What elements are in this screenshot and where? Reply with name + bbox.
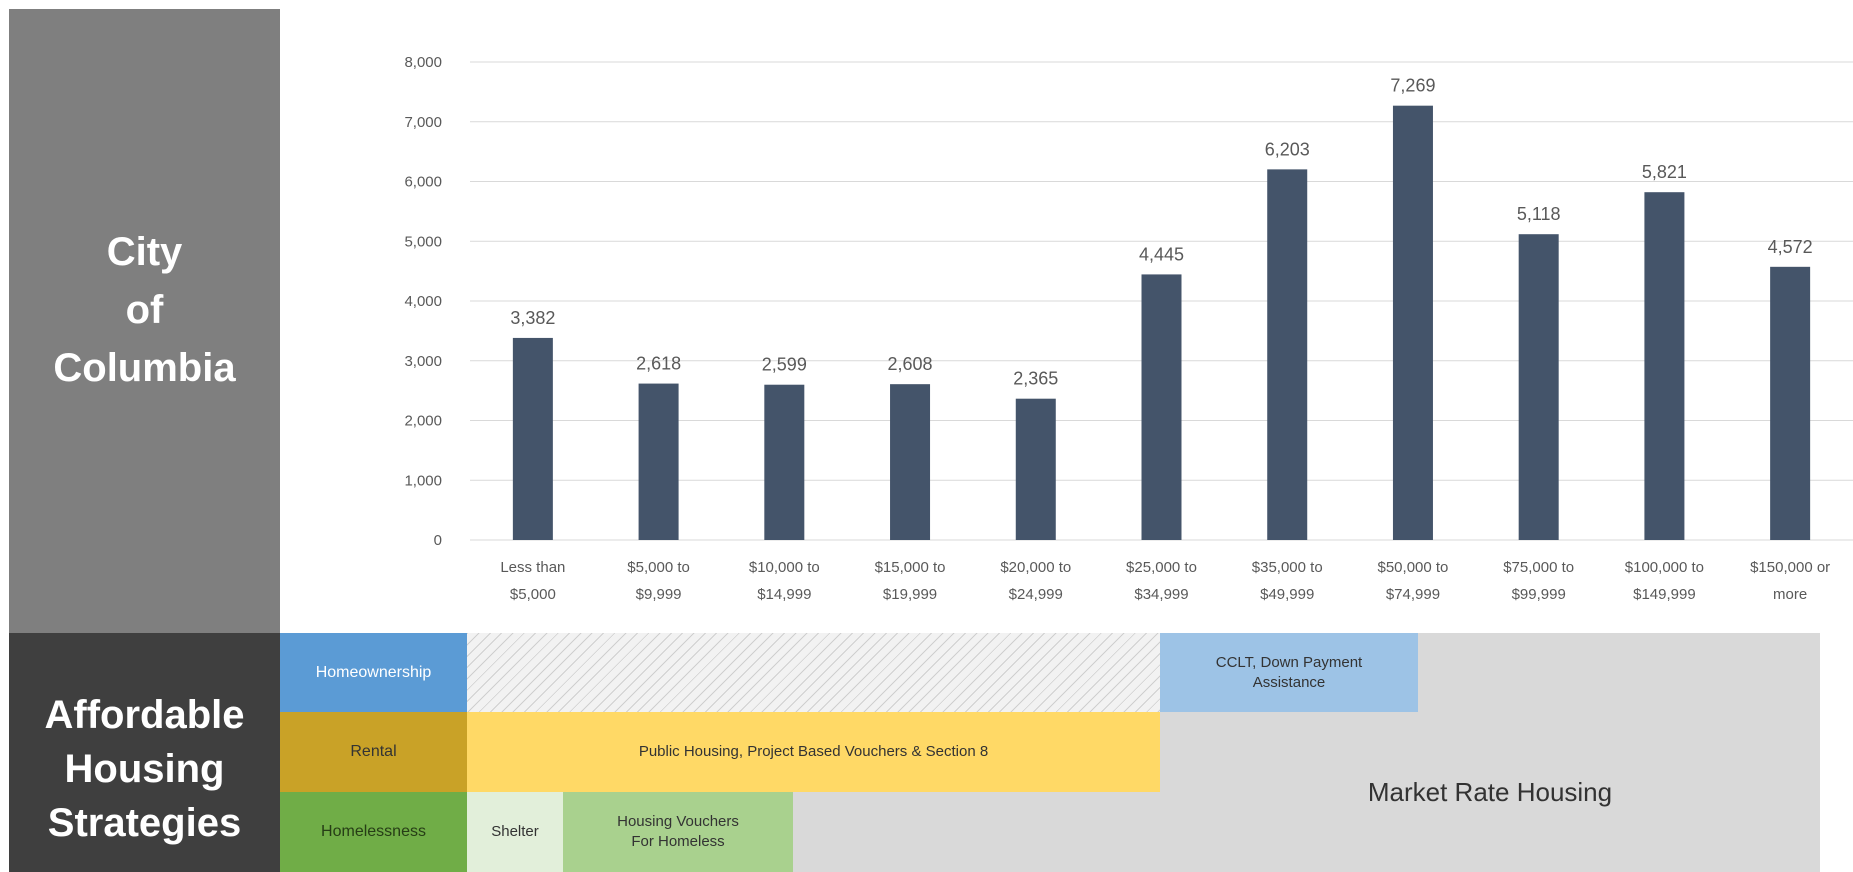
public-housing-cell: Public Housing, Project Based Vouchers &… [467, 712, 1160, 792]
bar [638, 383, 679, 540]
data-label: 5,821 [1642, 162, 1687, 182]
market-rate-area-bottom [793, 792, 1160, 872]
data-label: 2,608 [888, 354, 933, 374]
bar [1518, 234, 1559, 540]
shelter-cell: Shelter [467, 792, 563, 872]
bar [1392, 105, 1433, 541]
x-tick-label: $25,000 to $34,999 [1126, 559, 1197, 603]
data-label: 2,599 [762, 355, 807, 375]
homeownership-hatched-area [467, 633, 1160, 712]
homelessness-label: Homelessness [280, 792, 467, 872]
cclt-down-payment-cell: CCLT, Down Payment Assistance [1160, 633, 1418, 712]
rental-label: Rental [280, 712, 467, 792]
x-tick-label: $150,000 or more [1750, 559, 1830, 603]
bar [512, 337, 553, 540]
data-label: 4,445 [1139, 244, 1184, 264]
bar [1644, 192, 1685, 540]
x-tick-label: $75,000 to $99,999 [1503, 559, 1574, 603]
housing-vouchers-cell: Housing Vouchers For Homeless [563, 792, 793, 872]
x-tick-label: $20,000 to $24,999 [1000, 559, 1071, 603]
y-tick-label: 7,000 [404, 114, 442, 131]
city-title: City of Columbia [53, 230, 236, 390]
x-axis-tick-labels: Less than $5,000 $5,000 to $9,999 $10,000 to… [500, 559, 1830, 603]
bar [890, 384, 931, 540]
data-label: 5,118 [1517, 204, 1561, 224]
data-label: 2,618 [636, 354, 681, 374]
y-axis-tick-labels: 0 1,000 2,000 3,000 4,000 5,000 6,000 7,000 8,00… [404, 54, 442, 549]
market-rate-area-top [1418, 633, 1820, 712]
homeownership-label: Homeownership [280, 633, 467, 712]
bar [1267, 169, 1308, 541]
y-tick-label: 6,000 [404, 174, 442, 191]
bar [1015, 398, 1056, 540]
y-tick-label: 3,000 [404, 353, 442, 370]
data-label: 7,269 [1390, 76, 1435, 96]
market-rate-housing: Market Rate Housing [1160, 712, 1820, 872]
data-label: 3,382 [510, 308, 555, 328]
bars [512, 105, 1811, 541]
x-tick-label: Less than $5,000 [500, 559, 565, 603]
bar [1141, 274, 1182, 540]
data-label: 4,572 [1768, 237, 1813, 257]
x-tick-label: $50,000 to $74,999 [1378, 559, 1449, 603]
data-label: 6,203 [1265, 139, 1310, 159]
data-label: 2,365 [1013, 369, 1058, 389]
x-tick-label: $5,000 to $9,999 [627, 559, 690, 603]
bar [764, 384, 805, 540]
bar [1770, 266, 1811, 540]
y-tick-label: 1,000 [404, 472, 442, 489]
income-bar-chart: 0 1,000 2,000 3,000 4,000 5,000 6,000 7,000 8,00… [404, 54, 1853, 603]
x-tick-label: $100,000 to $149,999 [1625, 559, 1704, 603]
city-panel [9, 9, 280, 633]
y-tick-label: 0 [434, 532, 442, 549]
x-tick-label: $10,000 to $14,999 [749, 559, 820, 603]
y-tick-label: 8,000 [404, 54, 442, 71]
x-tick-label: $15,000 to $19,999 [875, 559, 946, 603]
bar-data-labels: 3,382 2,618 2,599 2,608 2,365 4,445 6,203 7,269… [510, 76, 1812, 389]
strategies-title: Affordable Housing Strategies [44, 693, 245, 845]
y-tick-label: 2,000 [404, 413, 442, 430]
y-tick-label: 5,000 [404, 233, 442, 250]
strategies-panel [9, 633, 280, 872]
x-tick-label: $35,000 to $49,999 [1252, 559, 1323, 603]
y-tick-label: 4,000 [404, 293, 442, 310]
